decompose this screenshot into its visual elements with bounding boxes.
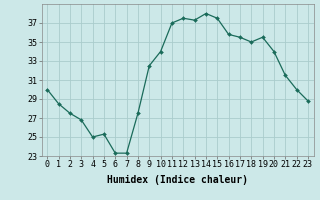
X-axis label: Humidex (Indice chaleur): Humidex (Indice chaleur) [107,175,248,185]
